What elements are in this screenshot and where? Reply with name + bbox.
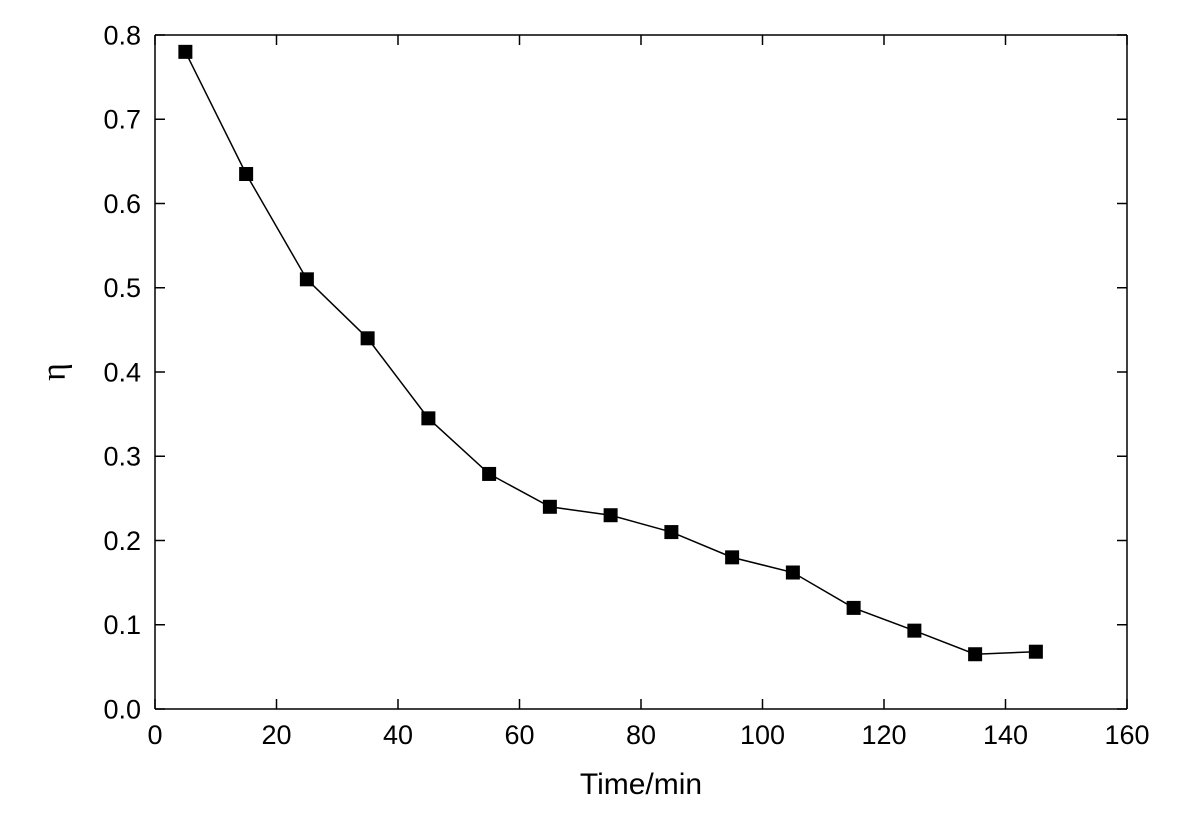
data-point — [483, 467, 496, 480]
y-tick-label: 0.7 — [103, 105, 141, 135]
x-tick-label: 20 — [261, 720, 291, 750]
y-tick-label: 0.0 — [103, 694, 141, 724]
x-tick-label: 80 — [626, 720, 656, 750]
data-point — [908, 624, 921, 637]
data-point — [179, 45, 192, 58]
x-tick-label: 0 — [147, 720, 162, 750]
data-point — [726, 551, 739, 564]
data-point — [604, 509, 617, 522]
data-point — [847, 601, 860, 614]
line-chart: 0 20 40 60 80 100 120 140 160 0.0 0.1 0.2 0.3 0.4 0.5 0… — [0, 0, 1182, 824]
y-tick-label: 0.4 — [103, 357, 141, 387]
y-tick-label: 0.2 — [103, 526, 141, 556]
x-tick-label: 40 — [383, 720, 413, 750]
x-tick-label: 160 — [1104, 720, 1149, 750]
data-point — [361, 332, 374, 345]
x-tick-label: 120 — [861, 720, 906, 750]
data-point — [1029, 645, 1042, 658]
y-tick-label: 0.3 — [103, 442, 141, 472]
chart-container: 0 20 40 60 80 100 120 140 160 0.0 0.1 0.2 0.3 0.4 0.5 0… — [0, 0, 1182, 824]
data-point — [969, 648, 982, 661]
data-point — [786, 566, 799, 579]
y-axis-label: η — [36, 363, 73, 381]
x-axis-label: Time/min — [580, 768, 702, 801]
x-tick-label: 60 — [504, 720, 534, 750]
y-tick-label: 0.6 — [103, 189, 141, 219]
data-point — [300, 273, 313, 286]
x-tick-label: 140 — [983, 720, 1028, 750]
x-tick-label: 100 — [740, 720, 785, 750]
y-tick-label: 0.1 — [103, 610, 141, 640]
data-point — [240, 168, 253, 181]
data-point — [543, 500, 556, 513]
data-point — [665, 526, 678, 539]
y-tick-label: 0.5 — [103, 273, 141, 303]
y-tick-label: 0.8 — [103, 20, 141, 50]
data-point — [422, 412, 435, 425]
